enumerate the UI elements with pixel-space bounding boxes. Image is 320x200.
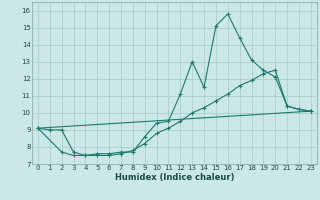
X-axis label: Humidex (Indice chaleur): Humidex (Indice chaleur) — [115, 173, 234, 182]
